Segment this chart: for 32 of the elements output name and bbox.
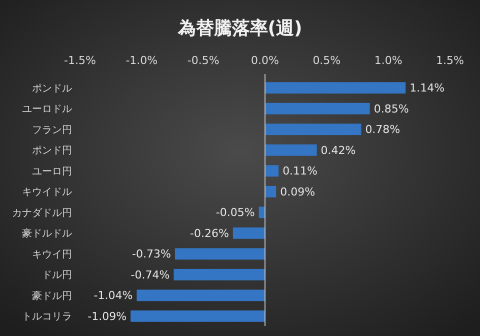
data-label: -0.05% <box>216 206 255 220</box>
y-tick-label: ユーロ円 <box>32 166 72 178</box>
data-label: 0.78% <box>365 123 400 136</box>
x-tick-label: 0.5% <box>312 54 341 67</box>
x-tick-label: -0.5% <box>187 54 220 67</box>
data-label: 0.42% <box>320 144 356 157</box>
y-tick-label: ポンドル <box>32 83 72 94</box>
y-tick-label: ポンド円 <box>32 146 72 157</box>
data-label: -1.09% <box>88 310 127 323</box>
data-label: -0.73% <box>132 248 171 261</box>
y-tick-label: キウイ円 <box>32 249 72 260</box>
x-tick-label: 0.0% <box>251 54 279 67</box>
data-label: -1.04% <box>94 289 133 302</box>
data-label: 0.09% <box>280 185 316 198</box>
x-tick-label: 1.5% <box>436 54 464 67</box>
data-label: -0.74% <box>130 268 170 282</box>
data-label: 0.85% <box>374 102 409 116</box>
data-label: 1.14% <box>410 82 445 95</box>
x-tick-label: -1.0% <box>126 54 158 67</box>
data-label: 0.11% <box>282 164 318 178</box>
y-tick-label: カナダドル円 <box>12 206 72 219</box>
y-tick-label: キウイドル <box>22 187 72 198</box>
y-tick-label: 豪ドル円 <box>32 290 72 302</box>
y-tick-label: ユーロドル <box>22 104 72 116</box>
y-tick-label: トルコリラ <box>22 312 72 323</box>
y-tick-label: フラン円 <box>32 124 72 136</box>
y-tick-label: ドル円 <box>42 270 72 282</box>
y-tick-label: 豪ドルドル <box>22 228 72 240</box>
data-label: -0.26% <box>190 226 229 240</box>
x-tick-label: -1.5% <box>64 54 96 67</box>
x-tick-label: 1.0% <box>374 54 402 67</box>
chart-title: 為替騰落率(週) <box>176 18 302 39</box>
